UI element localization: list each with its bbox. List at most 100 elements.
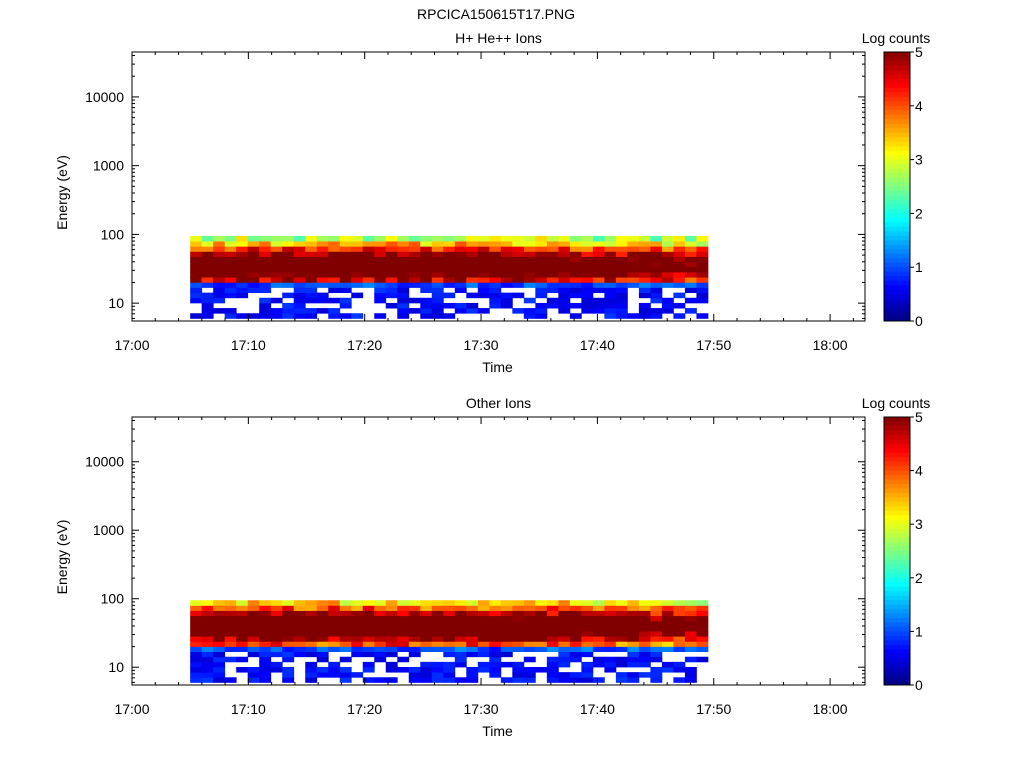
colorbar-band: [884, 78, 910, 84]
spectrogram-cell: [431, 292, 444, 299]
spectrogram-cell: [489, 235, 502, 242]
spectrogram-cell: [328, 667, 341, 673]
spectrogram-cell: [638, 646, 651, 653]
spectrogram-cell: [454, 246, 467, 252]
spectrogram-cell: [397, 297, 410, 304]
spectrogram-cell: [397, 261, 410, 268]
spectrogram-cell: [190, 610, 203, 617]
spectrogram-cell: [397, 631, 410, 637]
spectrogram-cell: [316, 256, 329, 263]
spectrogram-cell: [362, 625, 375, 632]
spectrogram-cell: [477, 277, 490, 283]
spectrogram-cell: [558, 261, 571, 268]
spectrogram-cell: [213, 256, 226, 263]
spectrogram-cell: [523, 672, 536, 678]
spectrogram-cell: [569, 615, 582, 622]
spectrogram-cell: [673, 625, 686, 632]
spectrogram-cell: [374, 631, 387, 637]
spectrogram-cell: [581, 661, 594, 668]
spectrogram-cell: [385, 302, 398, 309]
spectrogram-cell: [431, 625, 444, 632]
spectrogram-cell: [512, 641, 525, 647]
spectrogram-cell: [454, 636, 467, 642]
spectrogram-cell: [454, 646, 467, 653]
spectrogram-cell: [569, 261, 582, 268]
spectrogram-cell: [535, 625, 548, 632]
spectrogram-cell: [638, 292, 651, 299]
colorbar-band: [884, 101, 910, 107]
spectrogram-cell: [270, 251, 283, 257]
spectrogram-cell: [581, 308, 594, 314]
spectrogram-cell: [224, 600, 237, 606]
spectrogram-cell: [339, 625, 352, 632]
spectrogram-cell: [443, 651, 456, 658]
spectrogram-cell: [339, 235, 352, 242]
spectrogram-cell: [397, 251, 410, 257]
spectrogram-cell: [546, 261, 559, 268]
spectrogram-cell: [362, 246, 375, 252]
spectrogram-cell: [351, 256, 364, 263]
spectrogram-cell: [201, 313, 214, 319]
spectrogram-cell: [523, 246, 536, 252]
spectrogram-cell: [431, 631, 444, 637]
spectrogram-cell: [627, 615, 640, 622]
spectrogram-cell: [627, 272, 640, 278]
spectrogram-cell: [489, 620, 502, 627]
spectrogram-cell: [581, 246, 594, 252]
spectrogram-cell: [581, 615, 594, 622]
spectrogram-cell: [558, 235, 571, 242]
spectrogram-cell: [558, 605, 571, 611]
spectrogram-cell: [673, 605, 686, 611]
spectrogram-cell: [673, 261, 686, 268]
spectrogram-cell: [477, 261, 490, 268]
spectrogram-cell: [500, 631, 513, 637]
spectrogram-cell: [213, 246, 226, 252]
spectrogram-cell: [592, 631, 605, 637]
spectrogram-cell: [454, 600, 467, 606]
spectrogram-cell: [627, 625, 640, 632]
spectrogram-cell: [190, 605, 203, 611]
spectrogram-cell: [500, 302, 513, 309]
spectrogram-cell: [696, 287, 709, 294]
spectrogram-cell: [259, 636, 272, 642]
spectrogram-cell: [627, 651, 640, 658]
spectrogram-cell: [638, 277, 651, 283]
spectrogram-cell: [190, 625, 203, 632]
spectrogram-cell: [305, 292, 318, 299]
spectrogram-cell: [454, 272, 467, 278]
y-tick-label: 10: [108, 295, 124, 311]
spectrogram-cell: [201, 297, 214, 304]
spectrogram-cell: [282, 625, 295, 632]
spectrogram-cell: [316, 600, 329, 606]
spectrogram-cell: [374, 636, 387, 642]
spectrogram-cell: [374, 677, 387, 683]
spectrogram-cell: [201, 600, 214, 606]
spectrogram-cell: [604, 646, 617, 653]
spectrogram-cell: [512, 672, 525, 678]
spectrogram-cell: [213, 266, 226, 273]
colorbar-band: [884, 262, 910, 268]
spectrogram-cell: [581, 610, 594, 617]
spectrogram-cell: [305, 615, 318, 622]
spectrogram-cell: [201, 251, 214, 257]
spectrogram-cell: [684, 631, 697, 637]
spectrogram-cell: [443, 667, 456, 673]
spectrogram-cell: [443, 277, 456, 283]
colorbar-band: [884, 559, 910, 565]
spectrogram-cell: [535, 600, 548, 606]
spectrogram-cell: [420, 246, 433, 252]
spectrogram-cell: [213, 282, 226, 288]
panel-title: H+ He++ Ions: [455, 30, 542, 46]
spectrogram-cell: [546, 667, 559, 673]
spectrogram-cell: [362, 651, 375, 658]
spectrogram-cell: [351, 631, 364, 637]
colorbar-band: [884, 177, 910, 183]
spectrogram-cell: [673, 313, 686, 319]
colorbar-band: [884, 618, 910, 623]
spectrogram-cell: [454, 661, 467, 668]
spectrogram-cell: [661, 625, 674, 632]
spectrogram-cell: [661, 661, 674, 668]
colorbar-band: [884, 448, 910, 454]
spectrogram-cell: [293, 272, 306, 278]
spectrogram-cell: [339, 610, 352, 617]
